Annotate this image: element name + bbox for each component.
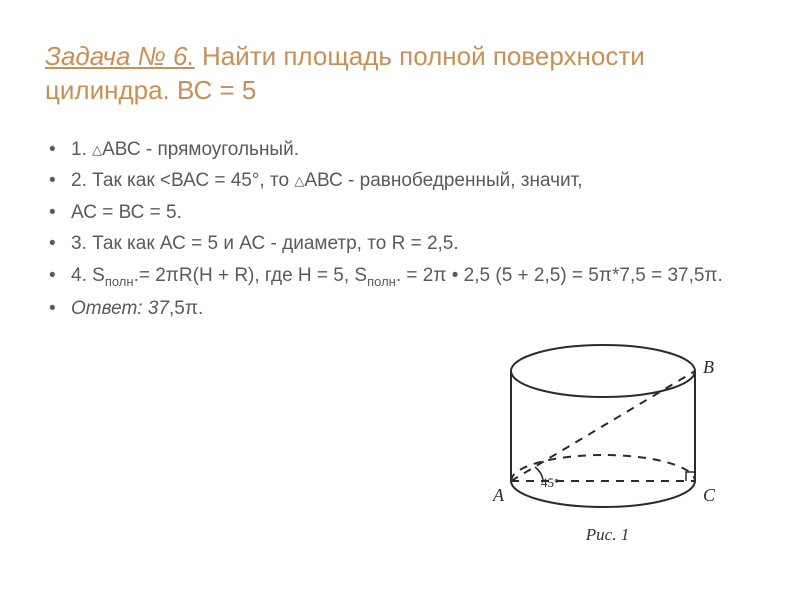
svg-text:A: A — [492, 485, 505, 505]
line2-a: 2. Так как <ВАС = 45°, то — [71, 170, 294, 191]
line4: 3. Так как АС = 5 и АС - диаметр, то R =… — [71, 233, 459, 254]
body-line-2: 2. Так как <ВАС = 45°, то △АВС - равнобе… — [45, 167, 745, 195]
body-line-4: 3. Так как АС = 5 и АС - диаметр, то R =… — [45, 230, 745, 258]
line1-b: АВС - прямоугольный. — [102, 139, 299, 160]
task-label: Задача № 6. — [45, 41, 195, 71]
line5-a: 4. S — [71, 265, 105, 286]
triangle-icon: △ — [92, 142, 102, 157]
line5-sub1: полн — [105, 274, 134, 289]
triangle-icon: △ — [294, 173, 304, 188]
body-line-3: АС = ВС = 5. — [45, 199, 745, 227]
line1-a: 1. — [71, 139, 92, 160]
body-line-6: Ответ: 37,5π. — [45, 295, 745, 323]
line3: АС = ВС = 5. — [71, 202, 182, 223]
line2-b: АВС - равнобедренный, значит, — [304, 170, 582, 191]
body-line-5: 4. Sполн.= 2πR(H + R), где H = 5, Sполн.… — [45, 262, 745, 292]
svg-text:B: B — [703, 357, 714, 377]
cylinder-diagram: A B C 45° — [485, 331, 730, 521]
line5-sub2: полн — [367, 274, 396, 289]
svg-text:C: C — [703, 485, 716, 505]
line6-b: ,5π. — [169, 298, 203, 319]
slide: Задача № 6. Найти площадь полной поверхн… — [0, 0, 800, 600]
line6-a: Ответ: 37 — [71, 298, 169, 319]
line5-b: .= 2πR(H + R), где H = 5, S — [134, 265, 368, 286]
slide-title: Задача № 6. Найти площадь полной поверхн… — [45, 40, 755, 108]
line5-c: . = 2π • 2,5 (5 + 2,5) = 5π*7,5 = 37,5π. — [396, 265, 723, 286]
body-line-1: 1. △АВС - прямоугольный. — [45, 136, 745, 164]
svg-text:45°: 45° — [541, 475, 559, 490]
figure: A B C 45° Рис. 1 — [485, 331, 730, 545]
figure-caption: Рис. 1 — [485, 525, 730, 545]
body-list: 1. △АВС - прямоугольный. 2. Так как <ВАС… — [45, 136, 745, 323]
